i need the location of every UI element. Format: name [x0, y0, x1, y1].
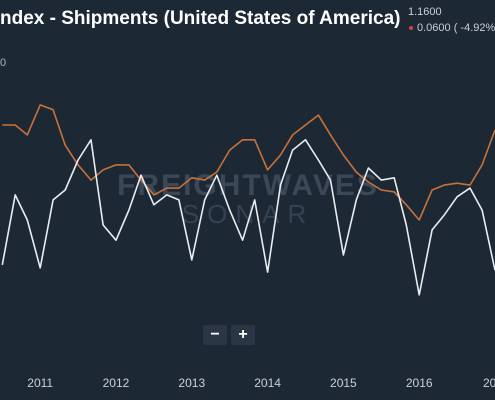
series-line [1, 139, 495, 296]
x-tick-label: 20 [483, 376, 495, 390]
x-tick-label: 2015 [330, 376, 357, 390]
x-tick-label: 2012 [103, 376, 130, 390]
x-tick-label: 2014 [254, 376, 281, 390]
zoom-out-button[interactable] [203, 325, 227, 345]
axis-fragment: 0 [0, 57, 6, 69]
chart-title: ndex - Shipments (United States of Ameri… [0, 8, 400, 29]
current-value: 1.1600 [408, 6, 442, 18]
zoom-controls: − + [203, 325, 255, 345]
zoom-out-label[interactable]: − [210, 326, 219, 343]
change-indicator [409, 26, 413, 30]
change-value: 0.0600 ( -4.92% [417, 22, 495, 34]
x-tick-label: 2016 [406, 376, 433, 390]
x-tick-label: 2013 [178, 376, 205, 390]
watermark: FREIGHTWAVES [117, 169, 379, 202]
series-line [2, 104, 495, 221]
zoom-in-button[interactable] [231, 325, 255, 345]
zoom-in-label[interactable]: + [238, 326, 247, 343]
x-tick-label: 2011 [27, 376, 53, 390]
